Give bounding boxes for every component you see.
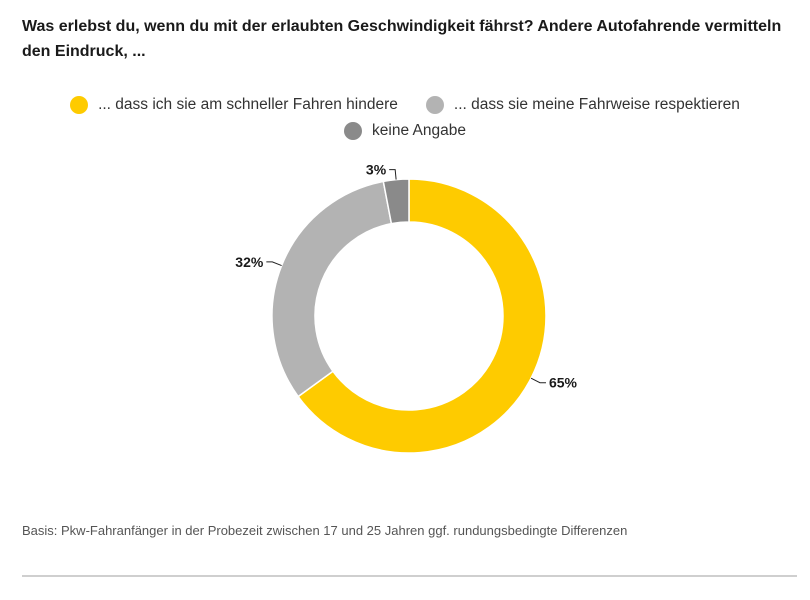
legend-item-respektieren: ... dass sie meine Fahrweise respektiere… [425, 96, 740, 114]
legend: ... dass ich sie am schneller Fahren hin… [0, 92, 810, 144]
bottom-divider [22, 575, 797, 577]
legend-item-keine-angabe: keine Angabe [344, 122, 466, 140]
leader-line [266, 261, 282, 267]
leader-line [530, 377, 546, 384]
legend-label-keine-angabe: keine Angabe [372, 122, 466, 139]
legend-swatch-darkgray [344, 122, 363, 140]
chart-title: Was erlebst du, wenn du mit der erlaubte… [22, 18, 782, 60]
legend-swatch-lightgray [425, 96, 444, 114]
legend-swatch-yellow [70, 96, 89, 114]
slice-keine-angabe [382, 178, 410, 225]
footnote: Basis: Pkw-Fahranfänger in der Probezeit… [22, 523, 628, 538]
legend-label-respektieren: ... dass sie meine Fahrweise respektiere… [453, 96, 740, 113]
value-label-hindere: 65% [549, 375, 578, 391]
slice-respektieren [271, 180, 393, 398]
legend-item-hindere: ... dass ich sie am schneller Fahren hin… [70, 96, 398, 114]
legend-label-hindere: ... dass ich sie am schneller Fahren hin… [98, 96, 398, 113]
value-label-keine-angabe: 3% [366, 162, 387, 178]
slice-hindere [297, 178, 547, 454]
legend-row-2: keine Angabe [0, 118, 810, 144]
legend-row-1: ... dass ich sie am schneller Fahren hin… [0, 92, 810, 118]
value-label-respektieren: 32% [235, 254, 264, 270]
leader-line [389, 169, 397, 180]
